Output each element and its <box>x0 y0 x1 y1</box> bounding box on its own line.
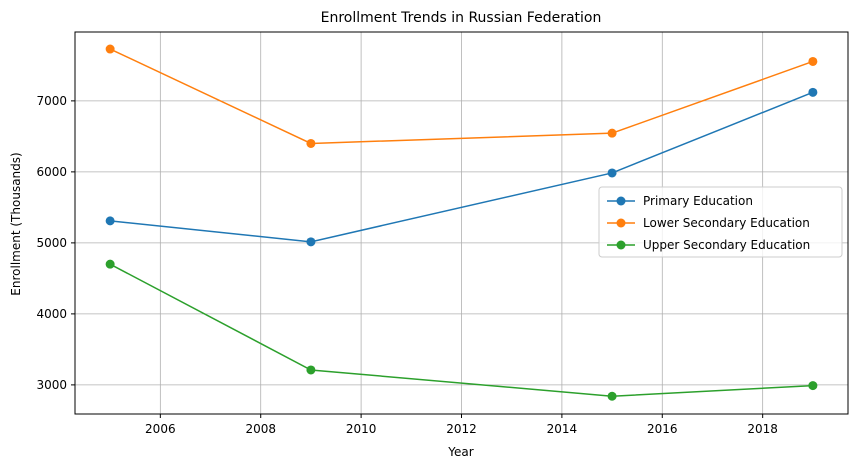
x-tick-label: 2016 <box>647 422 678 436</box>
series-line <box>109 263 813 398</box>
data-point <box>306 138 316 148</box>
data-point <box>105 259 115 269</box>
y-tick-label: 5000 <box>36 236 67 250</box>
data-point <box>306 237 316 247</box>
legend-box <box>598 186 843 258</box>
x-axis-ticks: 2006 2008 2010 2012 2014 2016 2018 <box>145 414 778 436</box>
y-axis-ticks: 3000 4000 5000 6000 7000 <box>36 94 75 392</box>
series-layer <box>105 44 818 401</box>
legend-label: Upper Secondary Education <box>643 238 810 252</box>
x-tick-label: 2006 <box>145 422 176 436</box>
data-point <box>808 381 818 391</box>
data-point <box>808 56 818 66</box>
y-axis-label: Enrollment (Thousands) <box>9 152 23 295</box>
legend-swatch-marker <box>616 196 626 206</box>
x-axis-label: Year <box>447 445 473 459</box>
data-point <box>306 365 316 375</box>
legend-label: Primary Education <box>643 194 753 208</box>
series-line <box>109 48 814 145</box>
data-point <box>607 168 617 178</box>
data-point <box>105 216 115 226</box>
chart-title: Enrollment Trends in Russian Federation <box>321 10 602 26</box>
series-line <box>110 91 814 243</box>
series-1 <box>105 87 818 247</box>
x-tick-label: 2010 <box>346 422 377 436</box>
y-tick-label: 3000 <box>36 378 67 392</box>
x-tick-label: 2018 <box>747 422 778 436</box>
legend: Primary Education Lower Secondary Educati… <box>598 186 843 258</box>
legend-swatch-marker <box>616 240 626 250</box>
legend-item: Lower Secondary Education <box>607 216 810 230</box>
data-point <box>105 44 115 54</box>
legend-item: Primary Education <box>607 194 753 208</box>
legend-label: Lower Secondary Education <box>643 216 810 230</box>
legend-item: Upper Secondary Education <box>607 238 810 252</box>
legend-swatch-marker <box>616 218 626 228</box>
x-tick-label: 2014 <box>547 422 578 436</box>
y-tick-label: 7000 <box>36 94 67 108</box>
y-tick-label: 4000 <box>36 307 67 321</box>
data-point <box>607 391 617 401</box>
data-point <box>607 128 617 138</box>
y-tick-label: 6000 <box>36 165 67 179</box>
x-tick-label: 2008 <box>245 422 276 436</box>
data-point <box>808 87 818 97</box>
series-3 <box>105 259 818 401</box>
series-2 <box>105 44 818 148</box>
x-tick-label: 2012 <box>446 422 477 436</box>
